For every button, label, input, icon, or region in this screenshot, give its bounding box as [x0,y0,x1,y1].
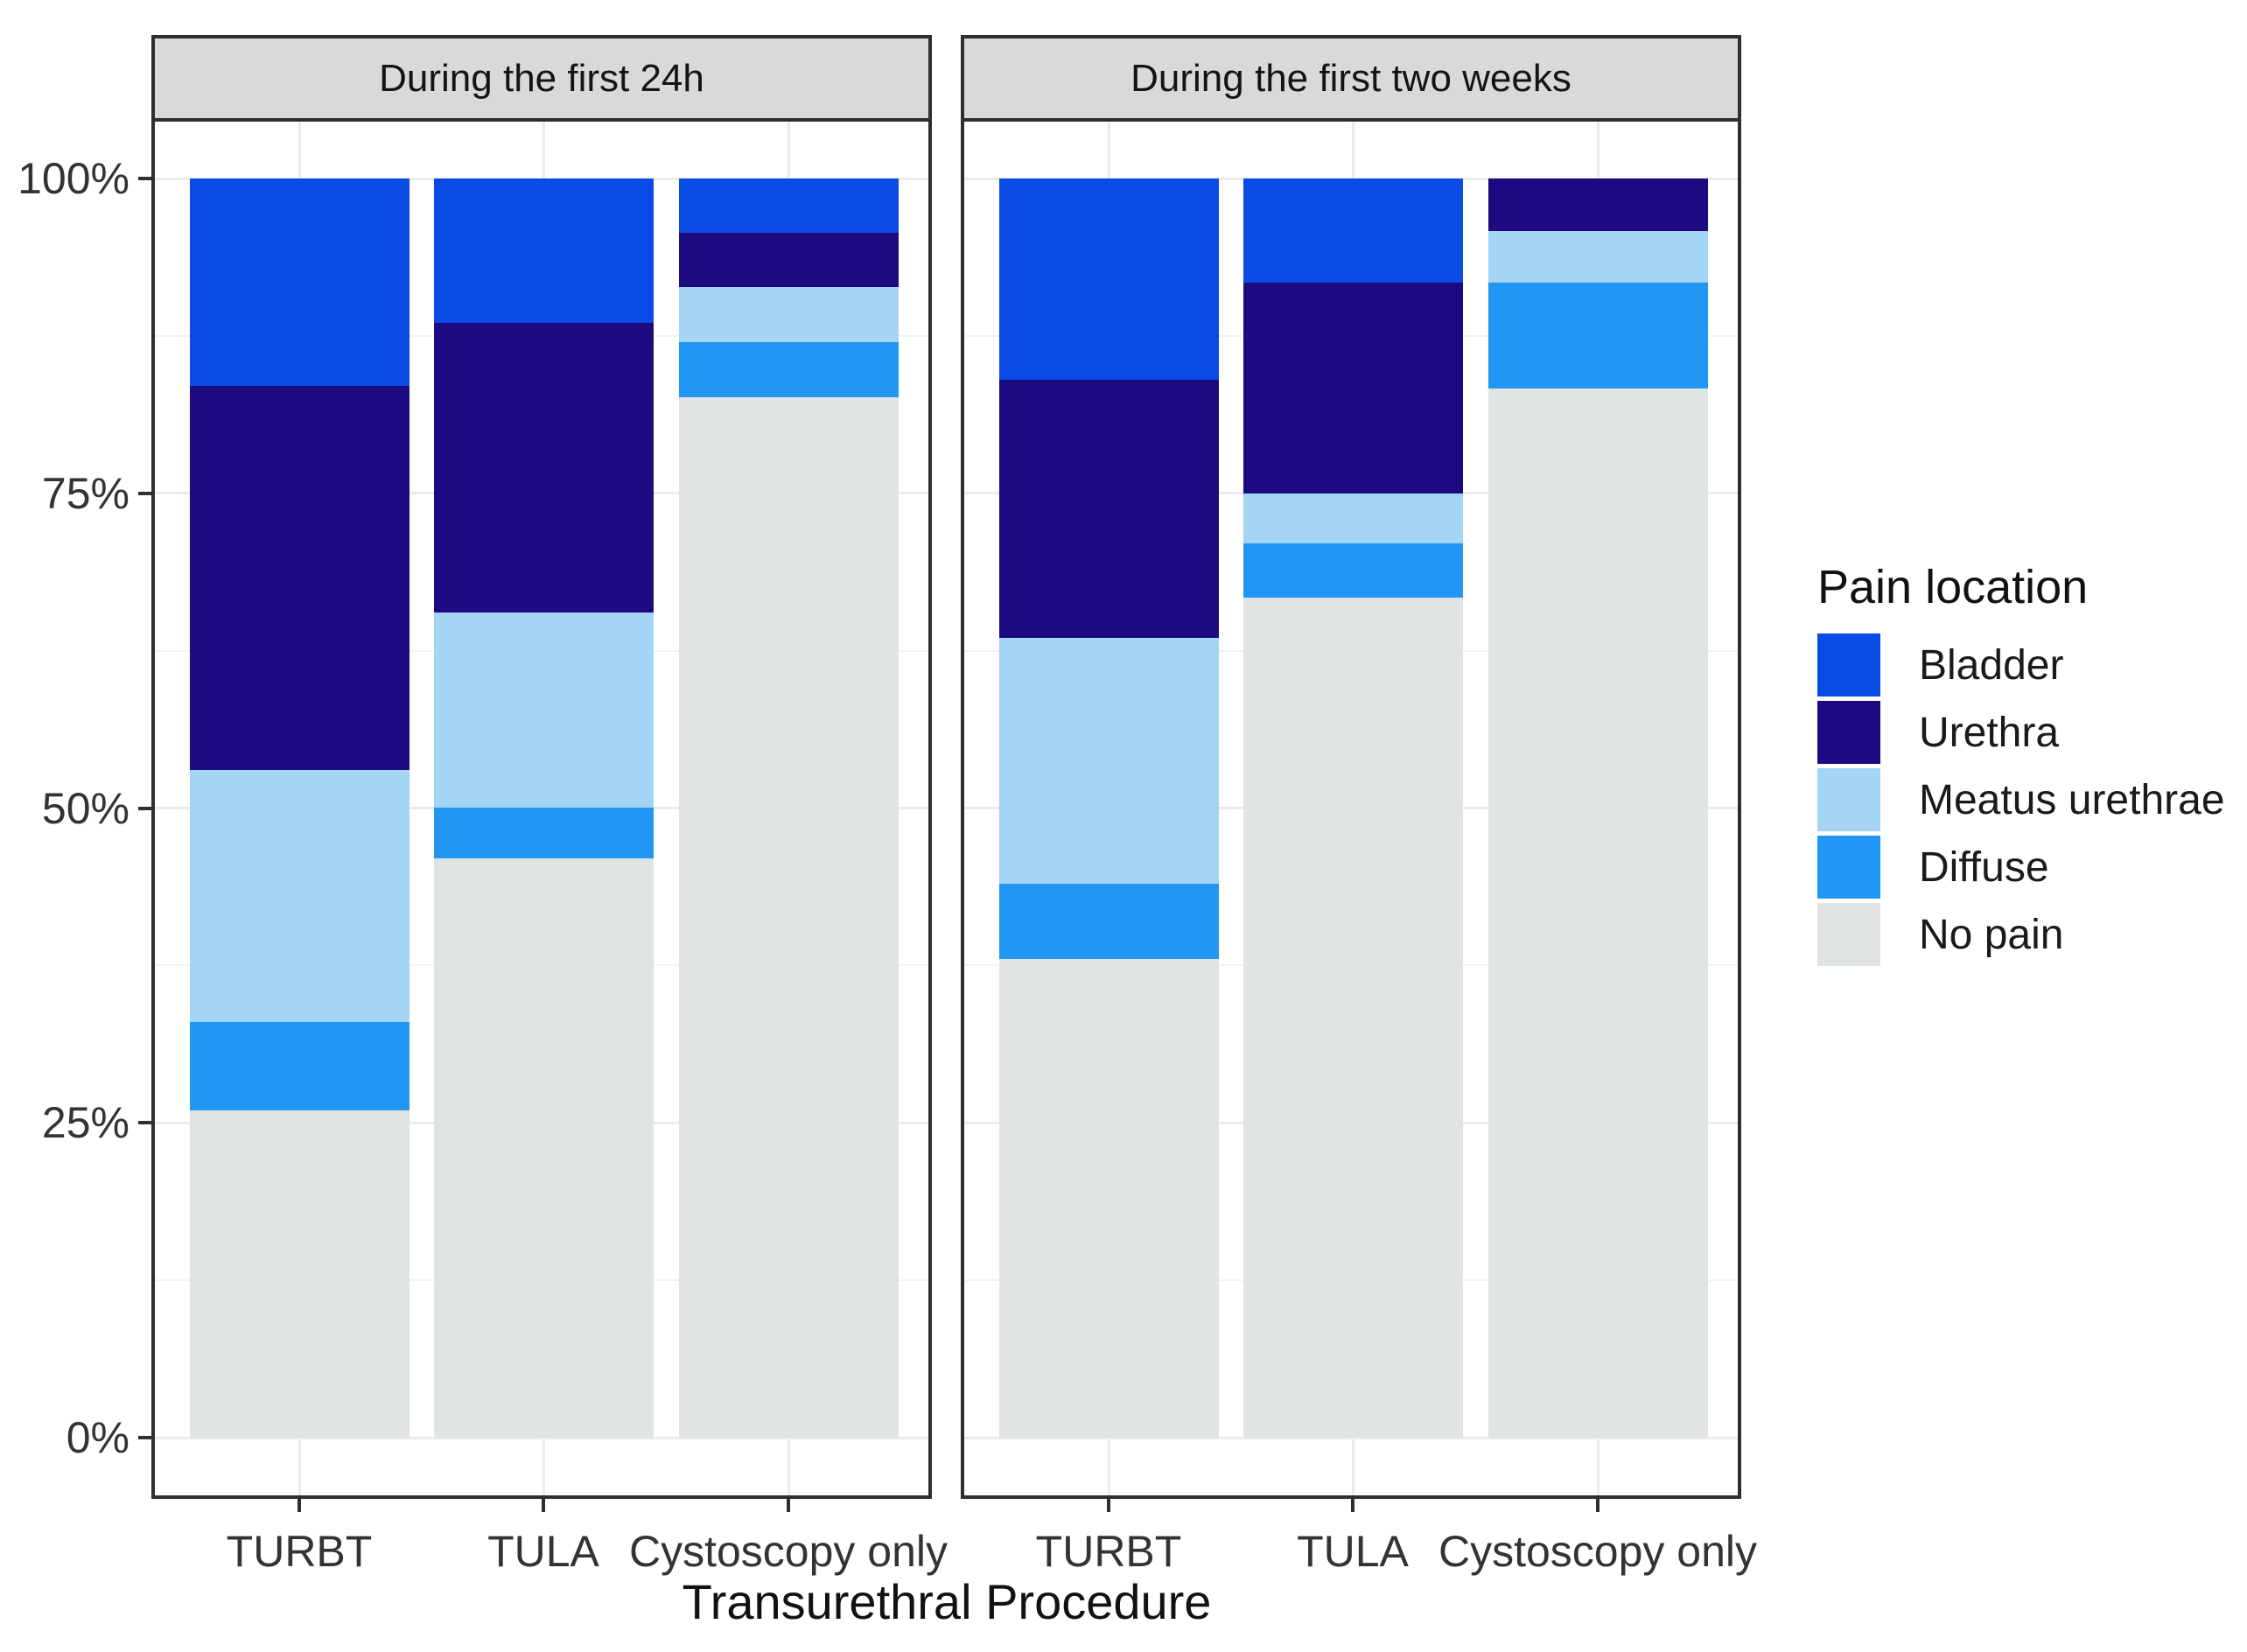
legend-item-diffuse: Diffuse [1817,836,2225,899]
stacked-bar-turbt [189,178,410,1438]
y-axis-tick-mark [138,1121,151,1125]
legend: Pain location Bladder Urethra Meatus ureth… [1817,560,2225,970]
legend-key-swatch [1817,836,1880,899]
bar-segment-meatus-urethrae [998,638,1219,884]
major-gridline [964,1436,1738,1439]
legend-title: Pain location [1817,561,2089,613]
x-axis-tick-mark [1596,1499,1600,1512]
bar-segment-meatus-urethrae [433,612,654,808]
bar-segment-no-pain [1488,388,1708,1438]
legend-label: No pain [1919,911,2064,958]
plot-area [964,122,1738,1495]
bar-segment-bladder [998,178,1219,381]
facet-strip-label: During the first two weeks [1130,56,1572,100]
legend-item-no-pain: No pain [1817,903,2225,966]
x-axis-category-label-cystoscopy-only: Cystoscopy only [628,1527,948,1576]
bar-segment-bladder [189,178,410,387]
bar-segment-meatus-urethrae [1488,231,1708,284]
bar-segment-no-pain [433,858,654,1438]
major-gridline [155,1436,928,1439]
x-axis-category-label-tula: TULA [1297,1527,1409,1576]
bar-segment-urethra [1242,283,1463,494]
legend-key-swatch [1817,634,1880,696]
facet-strip-first-two-weeks: During the first two weeks [961,35,1741,118]
stacked-bar-cystoscopy-only [1488,178,1708,1438]
bar-segment-meatus-urethrae [678,286,899,343]
legend-label: Meatus urethrae [1919,776,2225,823]
x-axis-tick-mark [542,1499,545,1512]
facet-strip-first-24h: During the first 24h [151,35,932,118]
x-axis-category-label-turbt: TURBT [226,1527,373,1576]
bar-segment-no-pain [189,1110,410,1438]
legend-item-bladder: Bladder [1817,634,2225,696]
legend-item-meatus-urethrae: Meatus urethrae [1817,768,2225,831]
bar-segment-diffuse [1242,543,1463,598]
bar-segment-no-pain [678,397,899,1438]
bar-segment-diffuse [998,883,1219,960]
x-axis-category-label-cystoscopy-only: Cystoscopy only [1438,1527,1758,1576]
bar-segment-diffuse [189,1022,410,1110]
bar-segment-bladder [433,178,654,324]
x-axis-category-label-turbt: TURBT [1035,1527,1182,1576]
legend-label: Bladder [1919,641,2064,689]
bar-segment-meatus-urethrae [189,770,410,1023]
x-axis-title: Transurethral Procedure [682,1574,1212,1629]
bar-segment-urethra [1488,178,1708,232]
bar-segment-diffuse [678,342,899,398]
bar-segment-urethra [189,386,410,771]
stacked-bar-turbt [998,178,1219,1438]
plot-area [155,122,928,1495]
legend-key-swatch [1817,701,1880,764]
x-axis-tick-mark [787,1499,790,1512]
bar-segment-urethra [433,323,654,613]
y-axis-tick-label: 0% [66,1413,130,1462]
legend-label: Urethra [1919,709,2060,756]
y-axis-tick-mark [138,491,151,495]
x-axis-tick-mark [298,1499,301,1512]
bar-segment-meatus-urethrae [1242,493,1463,544]
stacked-bar-cystoscopy-only [678,178,899,1438]
facet-strip-label: During the first 24h [379,56,704,100]
y-axis-tick-label: 100% [18,154,130,203]
y-axis-tick-mark [138,806,151,810]
legend-item-urethra: Urethra [1817,701,2225,764]
x-axis-category-label-tula: TULA [487,1527,599,1576]
y-axis-tick-label: 50% [41,783,130,833]
bar-segment-no-pain [1242,598,1463,1438]
bar-segment-urethra [998,380,1219,639]
bar-segment-no-pain [998,959,1219,1438]
stacked-bar-tula [1242,178,1463,1438]
x-axis-tick-mark [1107,1499,1110,1512]
legend-key-swatch [1817,903,1880,966]
legend-label: Diffuse [1919,844,2049,891]
y-axis-tick-label: 75% [41,468,130,518]
legend-items: Bladder Urethra Meatus urethrae Diffuse No p… [1817,634,2225,970]
bar-segment-bladder [678,178,899,233]
bar-segment-diffuse [433,808,654,859]
bar-segment-urethra [678,232,899,287]
y-axis-tick-label: 25% [41,1098,130,1148]
y-axis-tick-mark [138,1436,151,1439]
plot-panel-first-two-weeks [961,118,1741,1499]
plot-panel-first-24h [151,118,932,1499]
stacked-bar-tula [433,178,654,1438]
bar-segment-diffuse [1488,283,1708,389]
y-axis-tick-mark [138,177,151,180]
x-axis-tick-mark [1351,1499,1354,1512]
bar-segment-bladder [1242,178,1463,284]
legend-key-swatch [1817,768,1880,831]
